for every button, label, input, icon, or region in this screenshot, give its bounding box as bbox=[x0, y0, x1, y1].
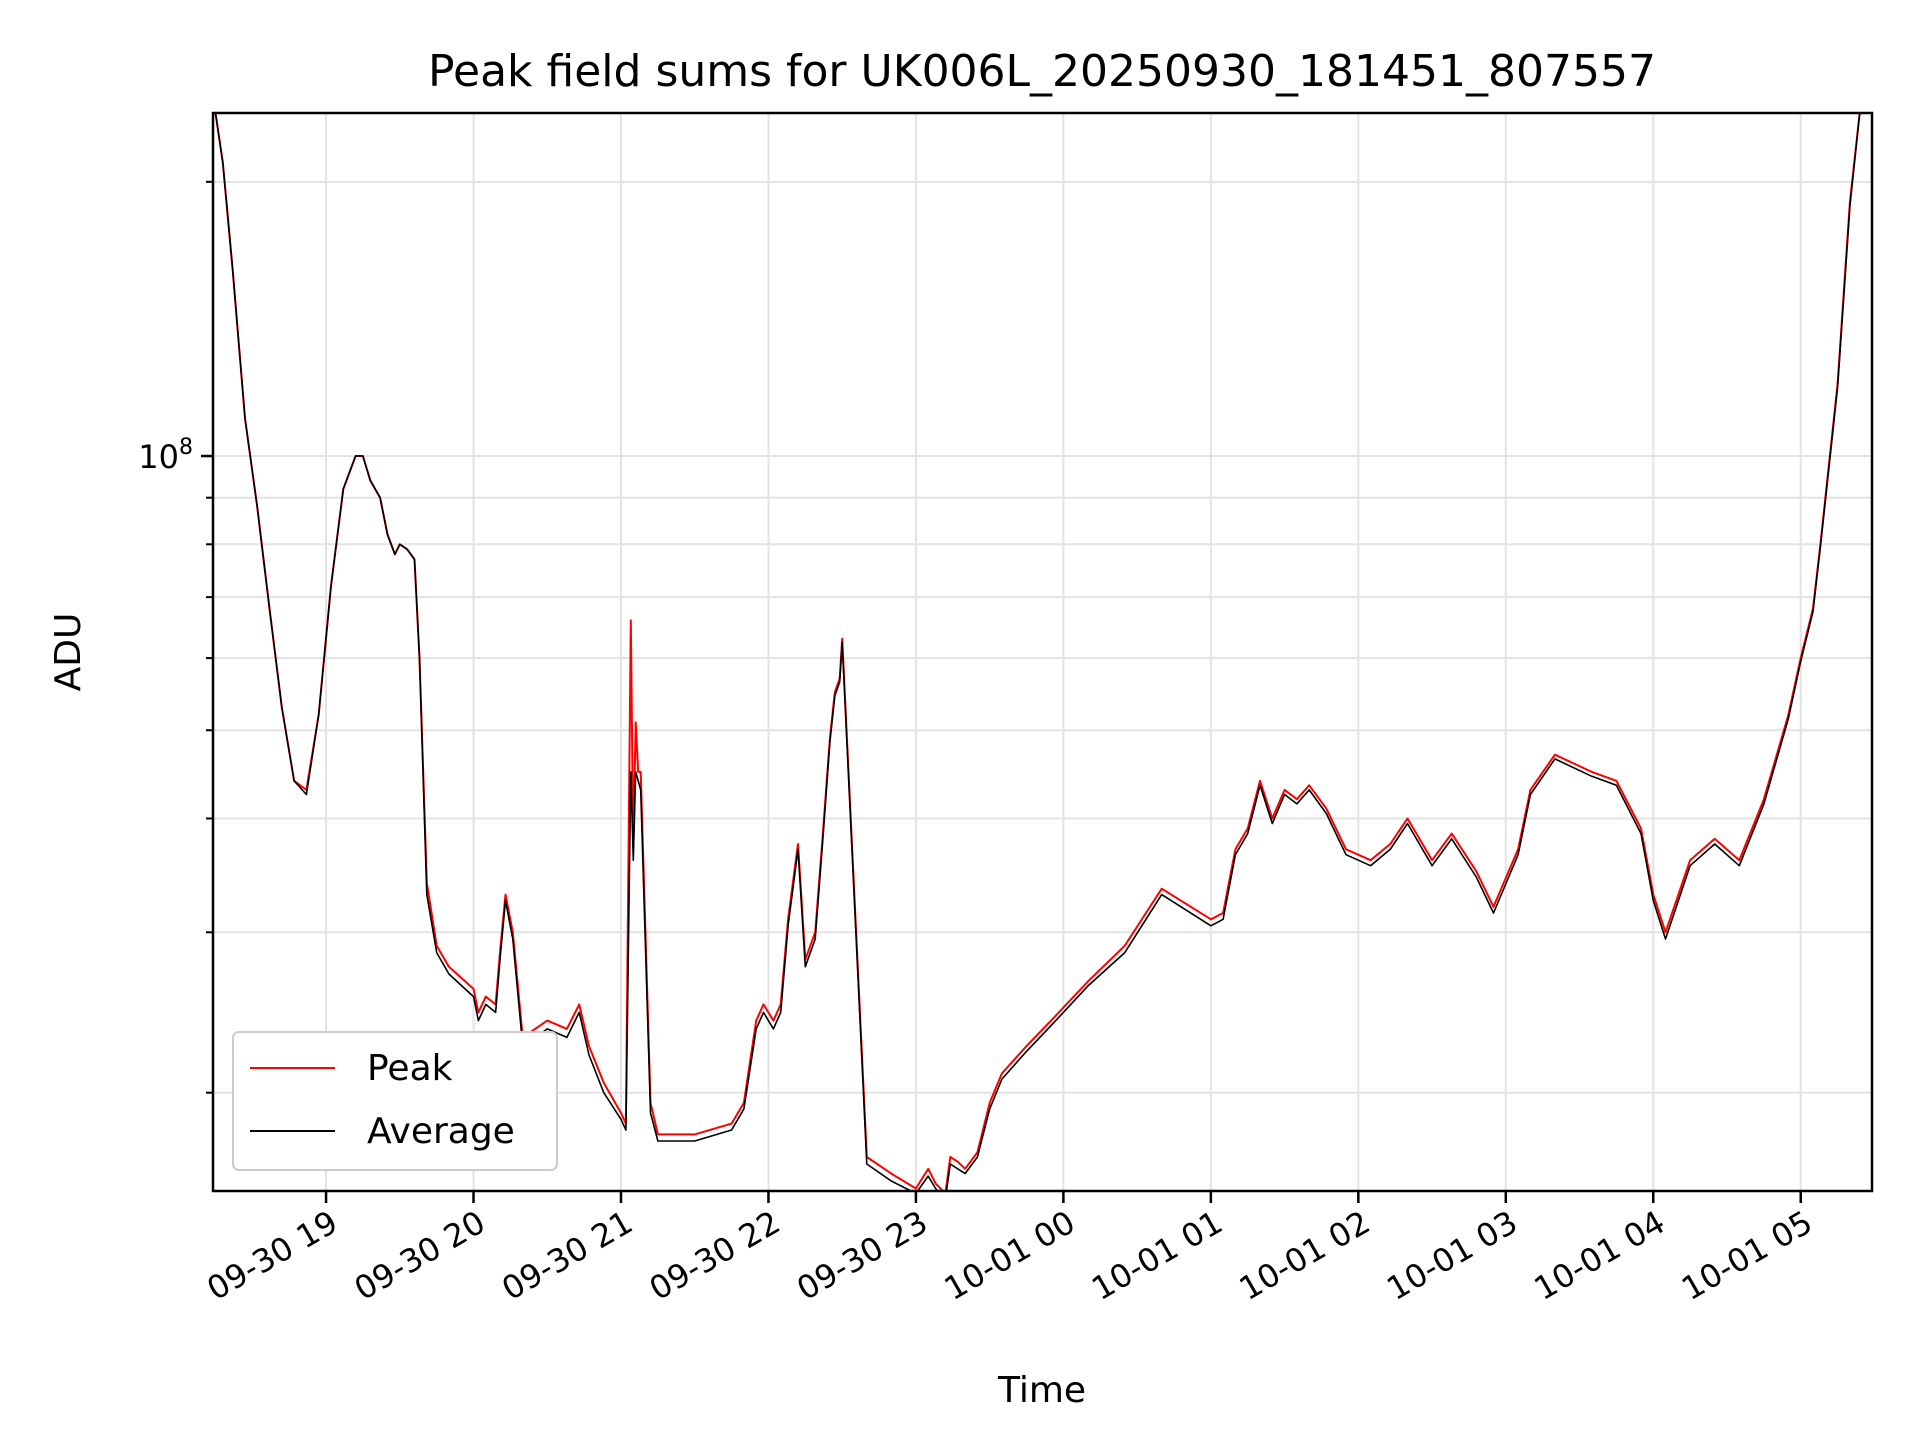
legend-label-average: Average bbox=[367, 1111, 515, 1152]
legend: Peak Average bbox=[232, 1031, 558, 1171]
x-axis-label: Time bbox=[997, 1370, 1086, 1411]
y-tick-label: 108 bbox=[138, 435, 193, 476]
legend-label-peak: Peak bbox=[367, 1048, 453, 1089]
legend-box bbox=[232, 1031, 558, 1171]
chart-title: Peak field sums for UK006L_20250930_1814… bbox=[428, 46, 1656, 97]
grid-layer bbox=[213, 113, 1872, 1191]
series-layer bbox=[214, 113, 1861, 1191]
series-line-average bbox=[214, 113, 1861, 1191]
plot-frame bbox=[211, 111, 1874, 1193]
y-axis-label: ADU bbox=[48, 613, 89, 692]
